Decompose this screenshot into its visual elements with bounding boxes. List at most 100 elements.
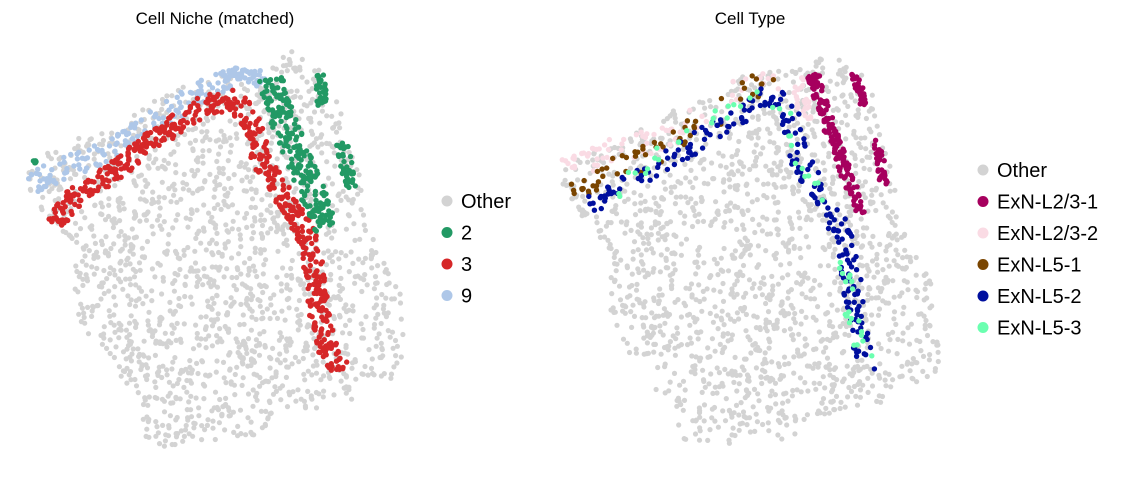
scatter-point-niche-3 [321,298,327,304]
scatter-point-niche-2 [304,183,311,189]
scatter-point-other [170,383,176,389]
scatter-point-other [871,274,877,280]
scatter-point-other [108,320,114,326]
scatter-point-other [362,255,368,261]
scatter-point-other [237,236,244,242]
scatter-point-other [880,267,886,273]
scatter-point-other [291,189,297,195]
cell-type-scatter [559,56,941,446]
scatter-point-other [214,158,220,164]
scatter-point-exn-l23-2 [591,162,598,168]
scatter-point-niche-9 [115,133,121,139]
scatter-point-other [112,284,118,290]
scatter-point-other [827,291,833,297]
scatter-point-niche-3 [152,126,158,132]
scatter-point-other [264,192,270,198]
scatter-point-other [699,308,705,314]
scatter-point-other [655,230,662,236]
scatter-point-other [241,321,247,327]
scatter-point-other [827,78,833,84]
scatter-point-other [336,312,343,318]
scatter-point-other [245,111,251,117]
scatter-point-other [751,313,757,319]
scatter-point-other [912,359,919,365]
scatter-point-other [785,104,791,110]
scatter-point-other [893,214,899,220]
scatter-point-exn-l5-2 [740,119,746,126]
scatter-point-other [219,253,225,259]
scatter-point-other [248,429,254,435]
scatter-point-other [145,402,151,408]
scatter-point-niche-3 [238,103,244,109]
scatter-point-other [879,393,886,400]
scatter-point-other [78,319,84,325]
scatter-point-exn-l23-2 [765,75,771,82]
scatter-point-other [751,281,757,287]
scatter-point-other [159,396,165,402]
scatter-point-other [331,150,337,156]
scatter-point-other [150,189,156,195]
scatter-point-other [107,313,113,319]
scatter-point-exn-l23-1 [810,85,816,91]
scatter-point-other [124,365,130,371]
scatter-point-other [895,263,902,269]
scatter-point-other [388,371,395,377]
scatter-point-other [156,441,163,447]
scatter-point-other [741,294,747,300]
scatter-point-niche-2 [302,201,308,207]
scatter-point-other [792,320,798,326]
scatter-point-exn-l23-2 [600,155,606,161]
scatter-point-other [834,307,841,313]
scatter-point-other [319,108,325,114]
scatter-point-other [735,148,741,154]
scatter-point-niche-2 [307,175,314,181]
scatter-point-niche-9 [174,94,180,101]
scatter-point-other [82,174,88,181]
scatter-point-other [193,395,199,401]
scatter-point-other [562,177,568,183]
scatter-point-other [141,353,147,359]
scatter-point-niche-3 [219,109,225,115]
scatter-point-niche-2 [286,164,292,170]
scatter-point-other [855,358,861,364]
scatter-point-niche-3 [282,201,289,207]
scatter-point-other [785,398,791,404]
scatter-point-niche-2 [322,81,328,87]
scatter-point-niche-9 [57,161,63,167]
scatter-point-other [904,279,910,285]
scatter-point-other [906,341,913,347]
scatter-point-other [181,433,187,439]
scatter-point-other [206,333,212,339]
scatter-point-exn-l5-1 [623,154,630,161]
scatter-point-niche-3 [250,109,256,115]
scatter-point-other [661,306,668,312]
scatter-point-other [731,294,737,300]
scatter-point-other [70,167,76,173]
scatter-point-other [221,403,228,409]
scatter-point-other [147,327,154,333]
scatter-point-other [253,316,259,322]
scatter-point-other [674,325,680,331]
scatter-point-other [696,437,703,443]
scatter-point-other [866,268,872,274]
scatter-point-niche-2 [270,113,276,119]
scatter-point-other [808,296,814,302]
scatter-point-other [214,333,220,339]
scatter-point-other [653,200,659,206]
scatter-point-other [859,285,865,291]
scatter-point-other [144,414,150,420]
scatter-point-other [112,329,118,335]
scatter-point-other [821,143,827,149]
scatter-point-other [400,331,406,338]
scatter-point-other [394,360,400,366]
scatter-point-other [325,248,331,254]
scatter-point-other [190,346,197,352]
scatter-point-other [398,316,404,322]
scatter-point-other [594,220,600,226]
scatter-point-other [843,112,849,118]
scatter-point-other [290,389,296,395]
scatter-point-other [124,380,130,386]
scatter-point-exn-l23-1 [872,145,878,151]
scatter-point-other [311,140,317,146]
scatter-point-other [712,384,718,390]
